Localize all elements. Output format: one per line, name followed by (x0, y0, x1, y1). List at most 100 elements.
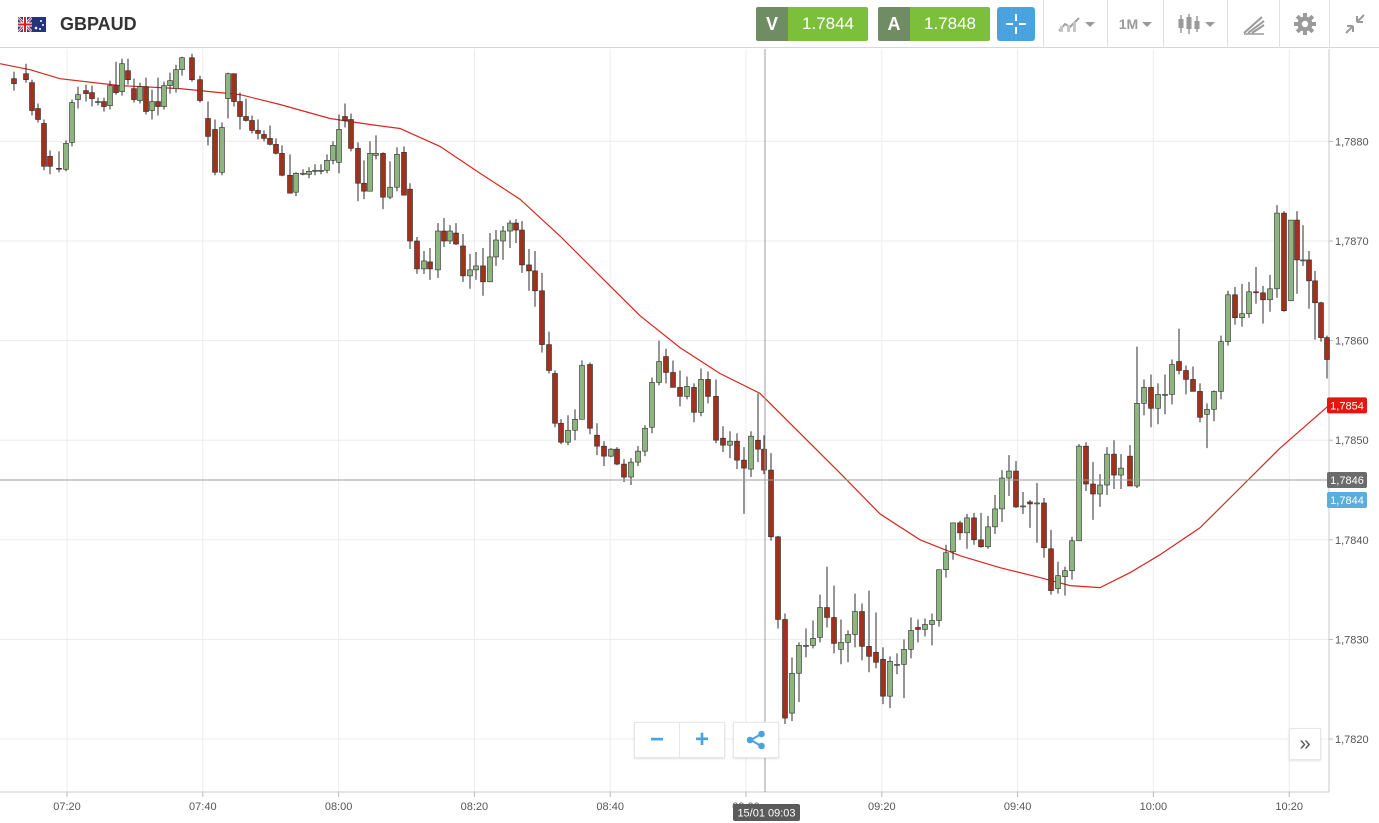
bullish-candle (161, 81, 167, 110)
y-tick-label: 1,7870 (1335, 236, 1369, 248)
candle-body (29, 82, 35, 111)
candle-body (401, 152, 407, 196)
candle-body (1239, 313, 1245, 318)
bearish-candle (47, 150, 53, 175)
bearish-candle (131, 78, 137, 103)
bullish-candle (1246, 281, 1252, 318)
timeframe-dropdown[interactable]: 1M (1107, 0, 1163, 48)
x-tick-label: 09:40 (1004, 801, 1032, 813)
bullish-candle (1288, 219, 1294, 302)
candle-body (318, 169, 324, 172)
bearish-candle (775, 535, 781, 629)
bullish-candle (985, 515, 991, 549)
candle-body (1274, 212, 1280, 290)
candle-body (873, 652, 879, 663)
candle-body (261, 134, 267, 139)
candle-body (1190, 379, 1196, 392)
candle-body (167, 80, 173, 86)
bearish-candle (1324, 335, 1330, 379)
candle-body (539, 290, 545, 345)
candle-body (143, 86, 149, 112)
candle-body (473, 265, 479, 271)
bullish-candle (852, 593, 858, 648)
bullish-candle (1069, 536, 1075, 580)
bearish-candle (866, 590, 872, 673)
candle-body (1062, 570, 1068, 577)
bullish-candle (1055, 561, 1061, 594)
candle-body (922, 624, 928, 630)
candle-body (608, 448, 614, 457)
bearish-candle (519, 221, 525, 273)
bearish-candle (401, 146, 407, 196)
candle-body (859, 611, 865, 647)
bullish-candle (1118, 454, 1124, 490)
chart-type-dropdown[interactable] (1163, 0, 1227, 48)
zoom-out-button[interactable]: − (649, 726, 664, 753)
candle-body (63, 143, 69, 170)
candle-body (125, 70, 131, 80)
candle-body (155, 101, 161, 107)
bearish-candle (1048, 529, 1054, 595)
candle-body (775, 536, 781, 620)
candle-body (635, 450, 641, 463)
buy-button[interactable]: A 1.7848 (878, 7, 990, 41)
x-tick-label: 07:20 (53, 801, 81, 813)
candle-body (713, 396, 719, 441)
zoom-controls: − + (634, 722, 725, 758)
candle-body (414, 240, 420, 270)
bullish-candle (936, 569, 942, 627)
crosshair-button[interactable] (997, 7, 1035, 41)
candle-body (532, 270, 538, 292)
scroll-to-latest-button[interactable]: » (1289, 728, 1321, 760)
bullish-candle (63, 140, 69, 172)
share-button[interactable] (733, 722, 779, 758)
candle-body (601, 445, 607, 457)
candle-body (852, 611, 858, 635)
candle-body (107, 85, 113, 106)
candle-body (113, 85, 119, 93)
candle-body (519, 229, 525, 266)
zoom-in-button[interactable]: + (679, 723, 724, 757)
bearish-candle (1148, 374, 1154, 428)
price-chart[interactable]: 1,7820 1,7830 1,7840 1,7850 1,7860 1,7870 1,78… (0, 48, 1379, 823)
candle-body (1104, 453, 1110, 486)
candle-body (131, 88, 137, 100)
candle-body (950, 522, 956, 553)
crosshair-time-badge (733, 804, 800, 821)
bearish-candle (480, 247, 486, 296)
bullish-candle (312, 164, 318, 176)
candle-body (1148, 387, 1154, 409)
bearish-candle (237, 92, 243, 130)
bearish-candle (705, 371, 711, 404)
indicators-icon (1057, 17, 1080, 32)
candle-body (1176, 361, 1182, 371)
bearish-candle (1013, 461, 1019, 508)
candle-body (964, 517, 970, 534)
settings-button[interactable] (1279, 0, 1329, 48)
bullish-candle (149, 89, 155, 120)
bearish-candle (1190, 366, 1196, 392)
bearish-candle (1041, 497, 1047, 558)
candle-body (755, 439, 761, 450)
indicators-dropdown[interactable] (1043, 0, 1107, 48)
candle-body (1141, 387, 1147, 404)
candle-body (279, 153, 285, 176)
candle-body (75, 94, 81, 100)
candle-body (1034, 502, 1040, 505)
candle-body (614, 448, 620, 465)
bullish-candle (473, 251, 479, 280)
bullish-candle (500, 226, 506, 260)
bearish-candle (355, 142, 361, 202)
bearish-candle (558, 419, 564, 445)
bullish-candle (173, 64, 179, 93)
candle-body (1169, 364, 1175, 395)
bearish-candle (1090, 462, 1096, 520)
drawing-tools-button[interactable] (1227, 0, 1279, 48)
candle-body (348, 119, 354, 149)
candle-body (161, 85, 167, 107)
sell-button[interactable]: V 1.7844 (756, 7, 868, 41)
bearish-candle (261, 130, 267, 142)
minimize-button[interactable] (1329, 0, 1379, 48)
bearish-candle (539, 272, 545, 353)
bearish-candle (677, 370, 683, 407)
